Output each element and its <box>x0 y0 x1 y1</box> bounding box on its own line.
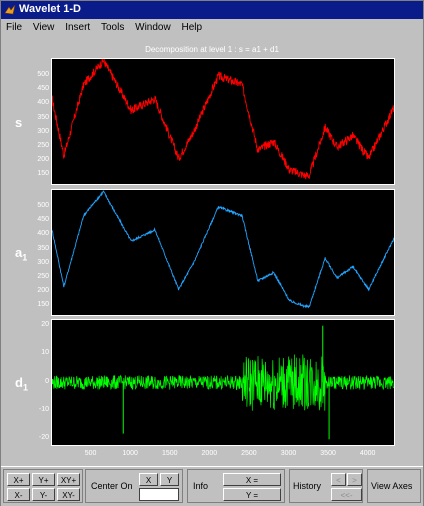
matlab-logo-icon <box>4 4 16 15</box>
x-minus-button[interactable]: X- <box>7 488 30 501</box>
y-tick-label: 200 <box>37 156 49 164</box>
x-plus-button[interactable]: X+ <box>7 473 30 486</box>
y-tick-label: 0 <box>45 377 49 385</box>
y-tick-label: 350 <box>37 244 49 252</box>
xy-minus-button[interactable]: XY- <box>57 488 80 501</box>
history-group <box>289 469 363 503</box>
label-d1: d1 <box>15 375 28 393</box>
label-s: s <box>15 115 23 130</box>
center-on-field[interactable] <box>139 488 179 501</box>
y-plus-button[interactable]: Y+ <box>32 473 55 486</box>
y-tick-label: 300 <box>37 258 49 266</box>
x-tick-label: 500 <box>84 450 97 457</box>
series-line-a1 <box>52 190 394 309</box>
y-tick-label: 150 <box>37 301 49 309</box>
y-tick-label: 400 <box>37 230 49 238</box>
y-tick-label: 150 <box>37 170 49 178</box>
center-y-button[interactable]: Y <box>160 473 179 486</box>
axes-d1[interactable] <box>51 319 395 446</box>
menu-view[interactable]: View <box>32 22 55 33</box>
y-tick-label: -10 <box>38 405 49 413</box>
series-line-s <box>52 59 394 180</box>
y-tick-label: 300 <box>37 127 49 135</box>
x-tick-label: 3000 <box>280 450 297 457</box>
y-tick-label: 250 <box>37 142 49 150</box>
history-next-button[interactable]: > <box>347 473 362 486</box>
x-tick-label: 2000 <box>201 450 218 457</box>
xy-plus-button[interactable]: XY+ <box>57 473 80 486</box>
x-tick-label: 4000 <box>359 450 376 457</box>
y-tick-label: 200 <box>37 287 49 295</box>
label-a1: a1 <box>15 245 28 263</box>
y-minus-button[interactable]: Y- <box>32 488 55 501</box>
menu-tools[interactable]: Tools <box>100 22 125 33</box>
y-tick-label: 450 <box>37 216 49 224</box>
center-on-group <box>85 469 183 503</box>
menu-insert[interactable]: Insert <box>65 22 91 33</box>
center-on-label: Center On <box>91 481 133 491</box>
info-y-readout: Y = <box>223 488 281 501</box>
y-tick-label: 10 <box>41 349 49 357</box>
history-back-button[interactable]: <<- <box>331 488 362 501</box>
history-label: History <box>293 481 322 491</box>
axes-s[interactable] <box>51 58 395 185</box>
y-tick-label: 350 <box>37 113 49 121</box>
menu-bar: File View Insert Tools Window Help <box>1 20 423 36</box>
x-tick-label: 2500 <box>241 450 257 457</box>
menu-help[interactable]: Help <box>181 22 203 33</box>
x-tick-label: 3500 <box>320 450 336 457</box>
view-axes-group <box>367 469 421 503</box>
view-axes-button[interactable]: View Axes <box>371 481 413 491</box>
x-tick-label: 1500 <box>161 450 178 457</box>
y-tick-label: -20 <box>38 434 49 442</box>
y-tick-label: 250 <box>37 273 49 281</box>
title-bar: Wavelet 1-D <box>1 1 423 19</box>
axis-zoom-group <box>3 469 83 503</box>
history-prev-button[interactable]: < <box>331 473 346 486</box>
window-title: Wavelet 1-D <box>19 3 81 15</box>
x-tick-label: 1000 <box>122 450 138 457</box>
y-tick-label: 500 <box>37 71 49 79</box>
info-x-readout: X = <box>223 473 281 486</box>
series-line-d1 <box>52 354 394 411</box>
center-x-button[interactable]: X <box>139 473 158 486</box>
menu-file[interactable]: File <box>6 22 23 33</box>
info-label: Info <box>193 481 209 491</box>
y-tick-label: 500 <box>37 202 49 210</box>
axes-a1[interactable] <box>51 189 395 316</box>
menu-window[interactable]: Window <box>135 22 171 33</box>
figure-title: Decomposition at level 1 : s = a1 + d1 <box>145 45 279 54</box>
y-tick-label: 20 <box>41 320 49 328</box>
bottom-toolbar: X+ Y+ XY+ X- Y- XY- Center On X Y Info X… <box>1 466 423 506</box>
info-group <box>187 469 285 503</box>
y-tick-label: 450 <box>37 85 49 93</box>
y-tick-label: 400 <box>37 99 49 107</box>
